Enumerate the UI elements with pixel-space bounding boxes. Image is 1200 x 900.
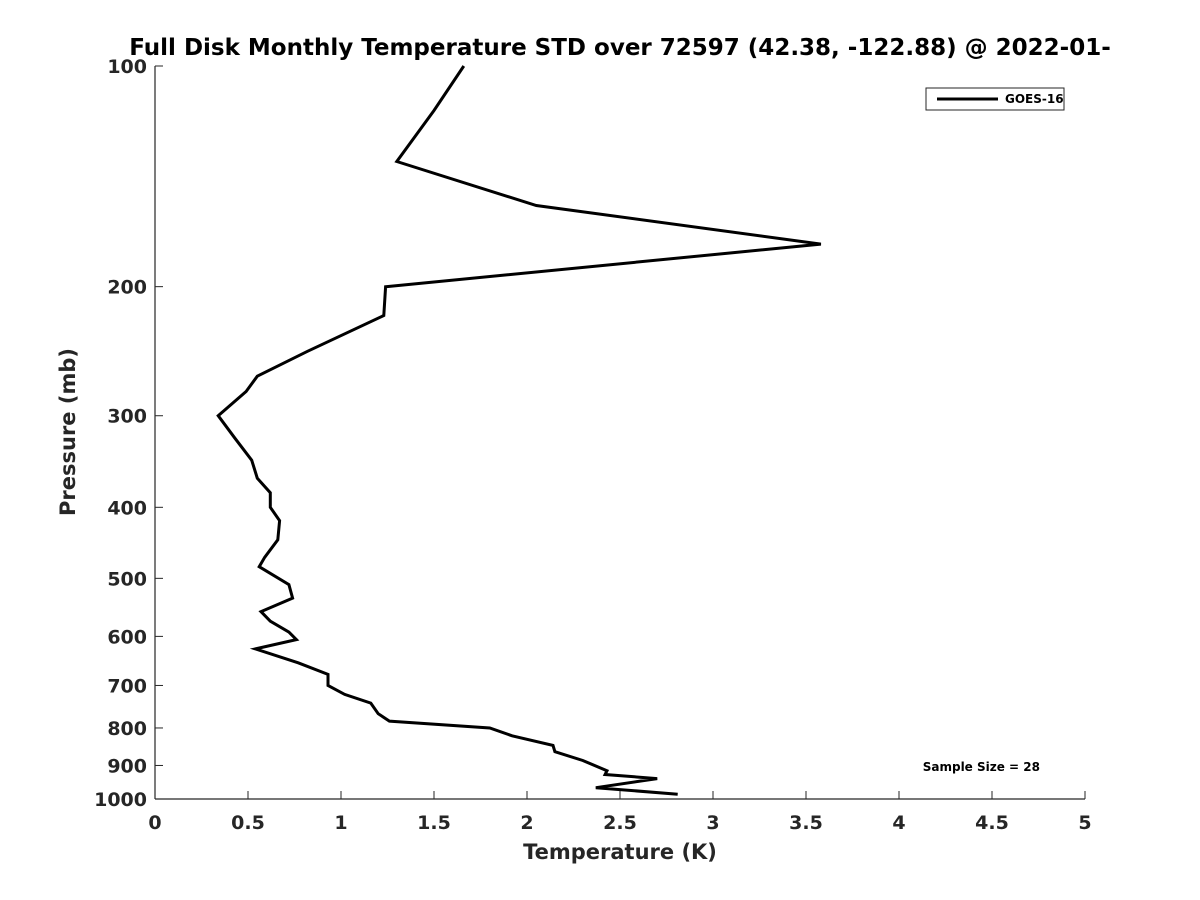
chart-title: Full Disk Monthly Temperature STD over 7… [129,35,1111,61]
x-tick-label: 1 [334,812,347,834]
x-tick-label: 1.5 [417,812,451,834]
x-tick-label: 5 [1078,812,1091,834]
x-axis-ticks: 0 0.5 1 1.5 2 2.5 3 3.5 4 4.5 5 [148,791,1092,834]
x-tick-label: 3.5 [789,812,823,834]
plot-frame [154,66,1085,800]
x-tick-label: 2 [520,812,533,834]
y-axis-label: Pressure (mb) [56,348,80,516]
x-tick-label: 3 [706,812,719,834]
y-tick-label: 900 [107,755,147,777]
series-line-goes-16 [216,65,822,796]
y-tick-label: 500 [107,568,147,590]
y-tick-label: 800 [107,718,147,740]
series-layer [216,65,822,796]
y-tick-label: 400 [107,497,147,519]
y-tick-label: 100 [107,56,147,78]
y-tick-label: 1000 [94,789,147,811]
x-axis-label: Temperature (K) [523,840,717,864]
y-tick-label: 300 [107,406,147,428]
legend: GOES-16 [925,87,1065,111]
y-tick-label: 700 [107,675,147,697]
sample-size-annotation: Sample Size = 28 [923,760,1040,774]
y-tick-label: 200 [107,277,147,299]
x-tick-label: 4.5 [975,812,1009,834]
legend-label: GOES-16 [1005,92,1064,106]
x-tick-label: 0 [148,812,161,834]
y-tick-label: 600 [107,626,147,648]
x-tick-label: 2.5 [603,812,637,834]
x-tick-label: 4 [892,812,905,834]
x-tick-label: 0.5 [231,812,265,834]
y-axis-ticks: 100 200 300 400 500 600 700 800 900 1000 [94,56,163,811]
